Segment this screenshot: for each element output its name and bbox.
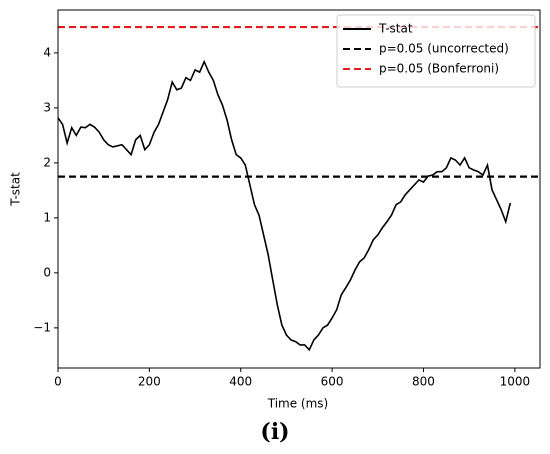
x-tick-label: 1000	[500, 375, 531, 389]
x-axis-label: Time (ms)	[267, 397, 329, 411]
y-tick-label: 0	[43, 265, 51, 279]
x-tick-label: 200	[138, 375, 161, 389]
x-tick-label: 800	[412, 375, 435, 389]
caption: (i)	[260, 419, 289, 445]
y-tick-label: 2	[43, 155, 51, 169]
legend-label: p=0.05 (uncorrected)	[379, 42, 509, 56]
y-tick-label: 4	[43, 45, 51, 59]
y-axis-label: T-stat	[9, 172, 23, 207]
plot-frame	[57, 9, 541, 369]
x-tick-label: 400	[229, 375, 252, 389]
legend-box	[336, 14, 536, 88]
y-tick-label: 1	[43, 210, 51, 224]
y-tick-label: −1	[33, 320, 51, 334]
line	[57, 59, 512, 352]
x-tick-label: 600	[321, 375, 344, 389]
y-tick-label: 3	[43, 100, 51, 114]
legend-label: T-stat	[378, 22, 413, 36]
x-tick-label: 0	[54, 375, 62, 389]
legend-label: p=0.05 (Bonferroni)	[379, 62, 499, 76]
